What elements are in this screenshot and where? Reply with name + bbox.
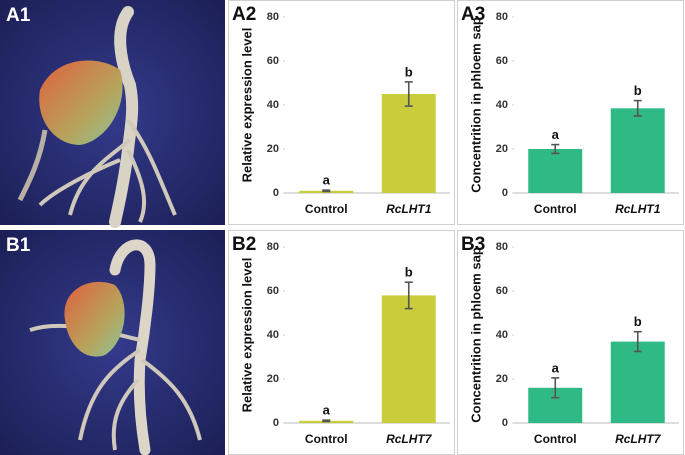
error-bar xyxy=(322,189,331,193)
y-tick-label: 0 xyxy=(502,187,508,199)
y-tick-label: 60 xyxy=(496,55,508,67)
y-tick-label: 40 xyxy=(496,99,508,111)
x-tick-label: RcLHT1 xyxy=(615,202,661,216)
y-tick-label: 40 xyxy=(267,99,279,111)
y-tick-label: 20 xyxy=(267,373,279,385)
panel-border xyxy=(228,0,455,225)
error-bar xyxy=(322,419,331,423)
x-tick-label: RcLHT7 xyxy=(386,432,433,446)
significance-label: a xyxy=(323,403,331,418)
photo-b1 xyxy=(0,230,225,455)
y-tick-label: 80 xyxy=(496,11,508,23)
x-tick-label: Control xyxy=(534,432,577,446)
y-axis-label: Concentrition in phloem sap xyxy=(468,247,483,423)
y-tick-label: 0 xyxy=(273,417,279,429)
panel-label: B3 xyxy=(461,234,485,255)
x-tick-label: Control xyxy=(305,202,348,216)
error-bar xyxy=(404,281,413,310)
y-tick-label: 0 xyxy=(273,187,279,199)
y-tick-label: 40 xyxy=(267,329,279,341)
significance-label: a xyxy=(552,127,560,142)
error-bar xyxy=(551,377,560,399)
error-bar xyxy=(404,81,413,107)
x-tick-label: RcLHT7 xyxy=(615,432,662,446)
y-tick-label: 20 xyxy=(496,143,508,155)
panel-label: A2 xyxy=(232,4,256,25)
panel-label: A3 xyxy=(461,4,485,25)
y-axis-label: Concentrition in phloem sap xyxy=(468,17,483,193)
y-axis-label: Relative expression level xyxy=(239,258,254,413)
y-tick-label: 80 xyxy=(267,241,279,253)
error-bar xyxy=(551,143,560,155)
photo-label: A1 xyxy=(6,5,31,26)
significance-label: a xyxy=(323,173,331,188)
y-tick-label: 40 xyxy=(496,329,508,341)
y-tick-label: 60 xyxy=(267,55,279,67)
panel-border xyxy=(457,0,684,225)
y-tick-label: 60 xyxy=(496,285,508,297)
photo-label: B1 xyxy=(6,235,31,256)
x-tick-label: RcLHT1 xyxy=(386,202,432,216)
significance-label: b xyxy=(634,314,642,329)
photo-a1 xyxy=(0,0,225,228)
bar xyxy=(610,341,665,423)
significance-label: b xyxy=(634,83,642,98)
bar xyxy=(610,108,665,193)
bar xyxy=(528,149,583,193)
significance-label: b xyxy=(405,64,413,79)
bar xyxy=(381,295,436,423)
x-tick-label: Control xyxy=(534,202,577,216)
y-tick-label: 20 xyxy=(267,143,279,155)
y-tick-label: 80 xyxy=(267,11,279,23)
y-axis-label: Relative expression level xyxy=(239,28,254,183)
error-bar xyxy=(633,330,642,353)
x-tick-label: Control xyxy=(305,432,348,446)
bar xyxy=(381,94,436,193)
panel-label: B2 xyxy=(232,234,256,255)
significance-label: b xyxy=(405,265,413,280)
y-tick-label: 20 xyxy=(496,373,508,385)
y-tick-label: 0 xyxy=(502,417,508,429)
significance-label: a xyxy=(552,360,560,375)
y-tick-label: 60 xyxy=(267,285,279,297)
y-tick-label: 80 xyxy=(496,241,508,253)
error-bar xyxy=(633,99,642,117)
